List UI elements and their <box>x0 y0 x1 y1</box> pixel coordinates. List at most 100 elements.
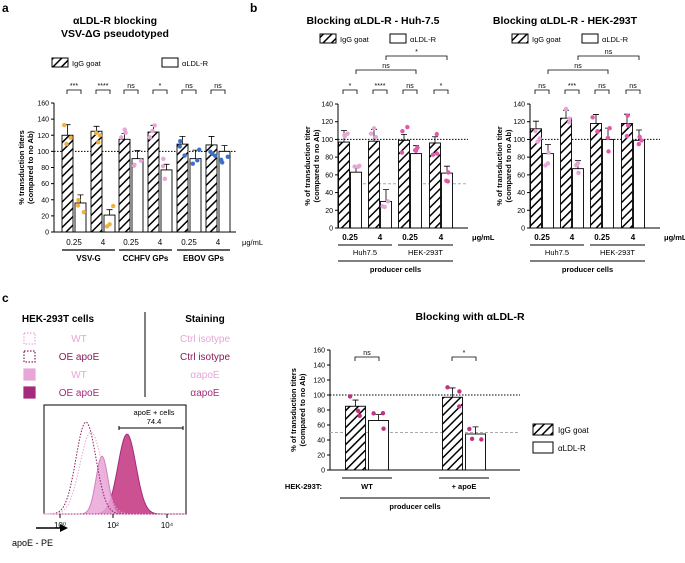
chart-subtitle: VSV-ΔG pseudotyped <box>61 28 169 40</box>
significance-bracket <box>564 89 580 94</box>
data-point <box>625 123 631 128</box>
data-point <box>161 156 166 162</box>
significance-label: ns <box>629 83 637 90</box>
data-point <box>138 158 144 163</box>
bar-igg <box>61 134 74 233</box>
bar-aldlr <box>74 202 87 233</box>
significance-label: ns <box>574 63 582 70</box>
bar-igg <box>590 123 602 229</box>
dose-label: 0.25 <box>402 233 418 242</box>
panel-label-c: c <box>2 291 9 305</box>
data-point <box>595 128 600 134</box>
panel-c-bar-chart: Blocking with αLDL-R 0 20 40 60 80 100 120 140 16… <box>285 311 590 511</box>
y-axis-label-line1: % of transduction titers <box>289 368 298 452</box>
data-point <box>467 426 472 432</box>
data-point <box>347 394 353 399</box>
data-point <box>430 152 436 157</box>
bar-igg <box>345 405 366 471</box>
significance-bracket <box>95 89 111 94</box>
data-point <box>637 134 642 140</box>
legend-aldlr-label: αLDL-R <box>410 35 437 44</box>
legend-cells-label: OE apoE <box>59 388 100 399</box>
x-axis-label: producer cells <box>562 265 613 274</box>
data-point <box>150 128 155 134</box>
error-bar <box>106 209 113 216</box>
significance-bracket <box>385 55 448 60</box>
dose-label: 0.25 <box>594 233 610 242</box>
bar-aldlr <box>189 158 202 233</box>
legend-igg-label: IgG goat <box>340 35 370 44</box>
significance-bracket <box>594 89 610 94</box>
panel-label-a: a <box>2 1 9 15</box>
bar-aldlr <box>410 153 422 229</box>
significance-label: ns <box>214 83 222 90</box>
data-point <box>357 413 362 419</box>
dose-label: 0.25 <box>342 233 358 242</box>
data-point <box>371 126 377 131</box>
significance-label: ns <box>382 63 390 70</box>
significance-label: ns <box>185 83 193 90</box>
data-point <box>457 404 462 409</box>
error-bar <box>221 145 228 152</box>
dose-label: 0.25 <box>123 238 139 247</box>
unit-label: μg/mL <box>242 238 263 247</box>
data-point <box>639 138 644 143</box>
legend-swatch <box>23 368 36 381</box>
data-point <box>357 163 362 168</box>
error-bar <box>93 125 100 132</box>
data-point <box>208 149 213 155</box>
error-bar <box>383 189 389 202</box>
legend-cells-label: WT <box>71 334 87 345</box>
data-point <box>131 163 137 168</box>
significance-bracket <box>354 356 380 361</box>
histogram-wt-isotype <box>43 431 186 515</box>
data-point <box>535 139 540 144</box>
dose-label: 4 <box>378 233 383 242</box>
data-point <box>445 385 450 390</box>
legend-aldlr-label: αLDL-R <box>602 35 629 44</box>
significance-bracket <box>534 89 550 94</box>
panel-c-legend: HEK-293T cells Staining WT Ctrl isotype OE a… <box>22 312 230 399</box>
bar-aldlr <box>572 168 584 229</box>
error-bar <box>77 194 84 203</box>
y-tick-label: 120 <box>513 119 525 126</box>
bar-igg <box>147 131 160 233</box>
significance-bracket <box>210 89 226 94</box>
y-tick-label: 40 <box>325 190 333 197</box>
data-point <box>380 204 385 209</box>
group-label: VSV-G <box>76 254 100 263</box>
data-point <box>445 179 451 184</box>
data-point <box>225 154 230 159</box>
legend-staining-title: Staining <box>185 314 224 325</box>
dose-label: 0.25 <box>534 233 550 242</box>
data-point <box>546 150 551 155</box>
y-tick-label: 60 <box>41 181 49 188</box>
data-point <box>355 408 361 414</box>
data-point <box>177 144 183 149</box>
data-point <box>457 389 462 394</box>
bar-igg <box>338 141 350 229</box>
panel-b-hek-chart: Blocking αLDL-R - HEK-293T IgG goat αLDL-R… <box>493 15 685 274</box>
error-bar <box>449 387 456 398</box>
group-label: WT <box>361 482 373 491</box>
chart-title: αLDL-R blocking <box>73 15 157 27</box>
bar-igg <box>530 128 542 229</box>
group-label: HEK-293T <box>408 248 443 257</box>
y-tick-label: 20 <box>317 453 325 460</box>
data-point <box>385 199 391 204</box>
data-point <box>190 161 196 166</box>
y-tick-label: 60 <box>325 172 333 179</box>
legend-aldlr-label: αLDL-R <box>558 444 586 453</box>
group-label: EBOV GPs <box>183 254 224 263</box>
significance-bracket <box>402 89 418 94</box>
data-point <box>624 133 630 139</box>
legend-staining-label: αapoE <box>190 370 219 381</box>
bar-igg <box>90 130 103 233</box>
data-point <box>400 128 405 134</box>
data-point <box>636 141 642 147</box>
significance-label: * <box>415 49 418 56</box>
data-point <box>178 138 183 144</box>
data-point <box>196 147 202 152</box>
x-tick-label: 10² <box>107 521 119 530</box>
